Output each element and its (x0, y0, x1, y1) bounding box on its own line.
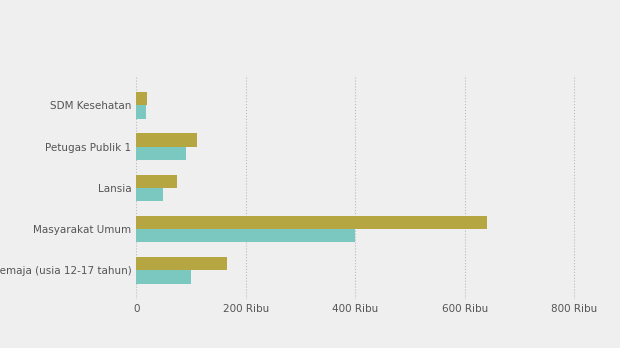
Bar (136, 216, 487, 229)
Bar (136, 134, 197, 147)
Bar (136, 257, 227, 270)
Bar (136, 92, 148, 105)
Bar (136, 270, 191, 284)
Bar (136, 229, 355, 242)
Bar (136, 175, 177, 188)
Bar (136, 105, 146, 119)
Bar (136, 147, 185, 160)
Bar (136, 188, 162, 201)
